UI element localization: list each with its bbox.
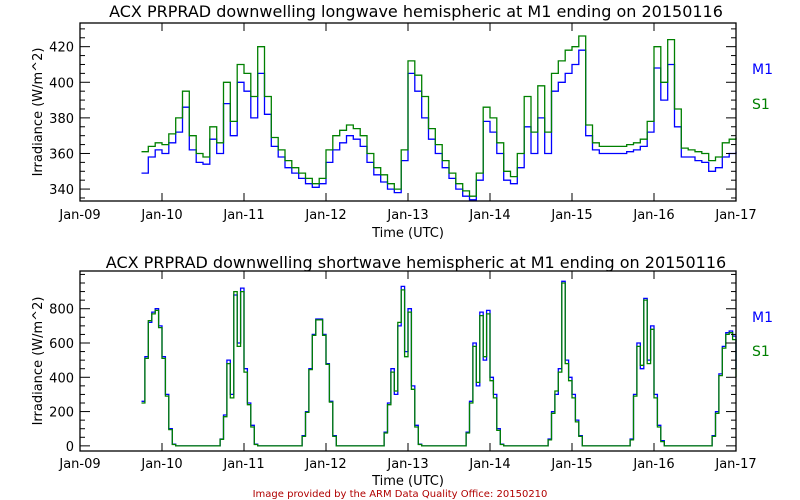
x-tick-label: Jan-13 <box>386 208 428 223</box>
y-tick-label: 600 <box>49 337 74 352</box>
legend-s1: S1 <box>752 344 770 360</box>
y-tick-label: 380 <box>49 112 74 127</box>
chart-title: ACX PRPRAD downwelling shortwave hemisph… <box>106 253 726 272</box>
y-axis-label: Irradiance (W/m^2) <box>31 297 46 426</box>
x-axis-label: Time (UTC) <box>371 226 444 241</box>
plot-frame <box>79 270 737 452</box>
y-tick-label: 420 <box>49 41 74 56</box>
longwave-panel: ACX PRPRAD downwelling longwave hemisphe… <box>31 2 773 241</box>
x-tick-label: Jan-15 <box>550 208 592 223</box>
x-tick-label: Jan-12 <box>304 208 346 223</box>
x-tick-label: Jan-10 <box>140 457 182 472</box>
series-line-s1 <box>141 35 737 197</box>
x-tick-label: Jan-11 <box>222 457 264 472</box>
legend-m1: M1 <box>752 62 773 78</box>
x-tick-label: Jan-14 <box>468 457 510 472</box>
y-tick-label: 0 <box>66 440 74 455</box>
y-tick-label: 360 <box>49 147 74 162</box>
shortwave-panel: ACX PRPRAD downwelling shortwave hemisph… <box>31 253 773 489</box>
x-tick-label: Jan-10 <box>140 208 182 223</box>
y-tick-label: 800 <box>49 303 74 318</box>
legend-m1: M1 <box>752 310 773 326</box>
x-tick-label: Jan-12 <box>304 457 346 472</box>
legend-s1: S1 <box>752 97 770 113</box>
x-tick-label: Jan-14 <box>468 208 510 223</box>
x-tick-label: Jan-17 <box>714 457 756 472</box>
footer-credit: Image provided by the ARM Data Quality O… <box>253 489 548 500</box>
series-line-s1 <box>141 282 737 447</box>
x-tick-label: Jan-09 <box>58 208 100 223</box>
x-tick-label: Jan-16 <box>632 457 674 472</box>
y-tick-label: 400 <box>49 371 74 386</box>
x-axis-label: Time (UTC) <box>371 474 444 489</box>
y-tick-label: 200 <box>49 406 74 421</box>
x-tick-label: Jan-15 <box>550 457 592 472</box>
y-axis-label: Irradiance (W/m^2) <box>31 48 46 177</box>
x-tick-label: Jan-13 <box>386 457 428 472</box>
x-tick-label: Jan-11 <box>222 208 264 223</box>
y-tick-label: 340 <box>49 183 74 198</box>
chart-title: ACX PRPRAD downwelling longwave hemisphe… <box>109 2 723 21</box>
x-tick-label: Jan-16 <box>632 208 674 223</box>
x-tick-label: Jan-09 <box>58 457 100 472</box>
x-tick-label: Jan-17 <box>714 208 756 223</box>
y-tick-label: 400 <box>49 76 74 91</box>
